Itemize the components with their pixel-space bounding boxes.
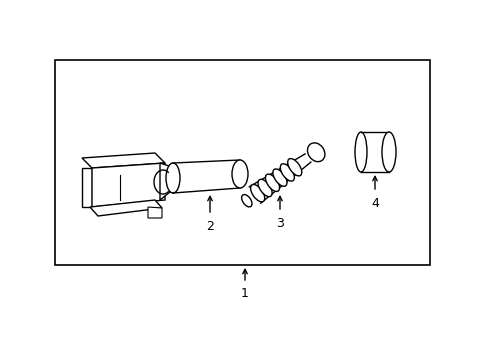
Ellipse shape [258, 179, 271, 197]
Ellipse shape [307, 143, 324, 162]
Text: 1: 1 [241, 287, 248, 300]
Ellipse shape [265, 174, 279, 192]
Ellipse shape [241, 194, 251, 207]
Ellipse shape [287, 158, 301, 176]
Bar [360, 132, 388, 172]
Ellipse shape [250, 184, 264, 202]
Ellipse shape [381, 132, 395, 172]
Ellipse shape [231, 160, 247, 188]
Text: 3: 3 [276, 217, 284, 230]
Ellipse shape [165, 163, 180, 193]
Ellipse shape [354, 132, 366, 172]
Text: 2: 2 [205, 220, 214, 233]
Polygon shape [160, 163, 175, 200]
Polygon shape [148, 207, 162, 218]
Polygon shape [82, 168, 92, 207]
Text: 4: 4 [370, 197, 378, 210]
Ellipse shape [272, 169, 286, 186]
Polygon shape [82, 153, 164, 168]
Ellipse shape [280, 164, 294, 181]
Polygon shape [92, 163, 164, 207]
Polygon shape [173, 160, 240, 193]
Bar [55, 60, 429, 265]
Polygon shape [90, 200, 162, 216]
